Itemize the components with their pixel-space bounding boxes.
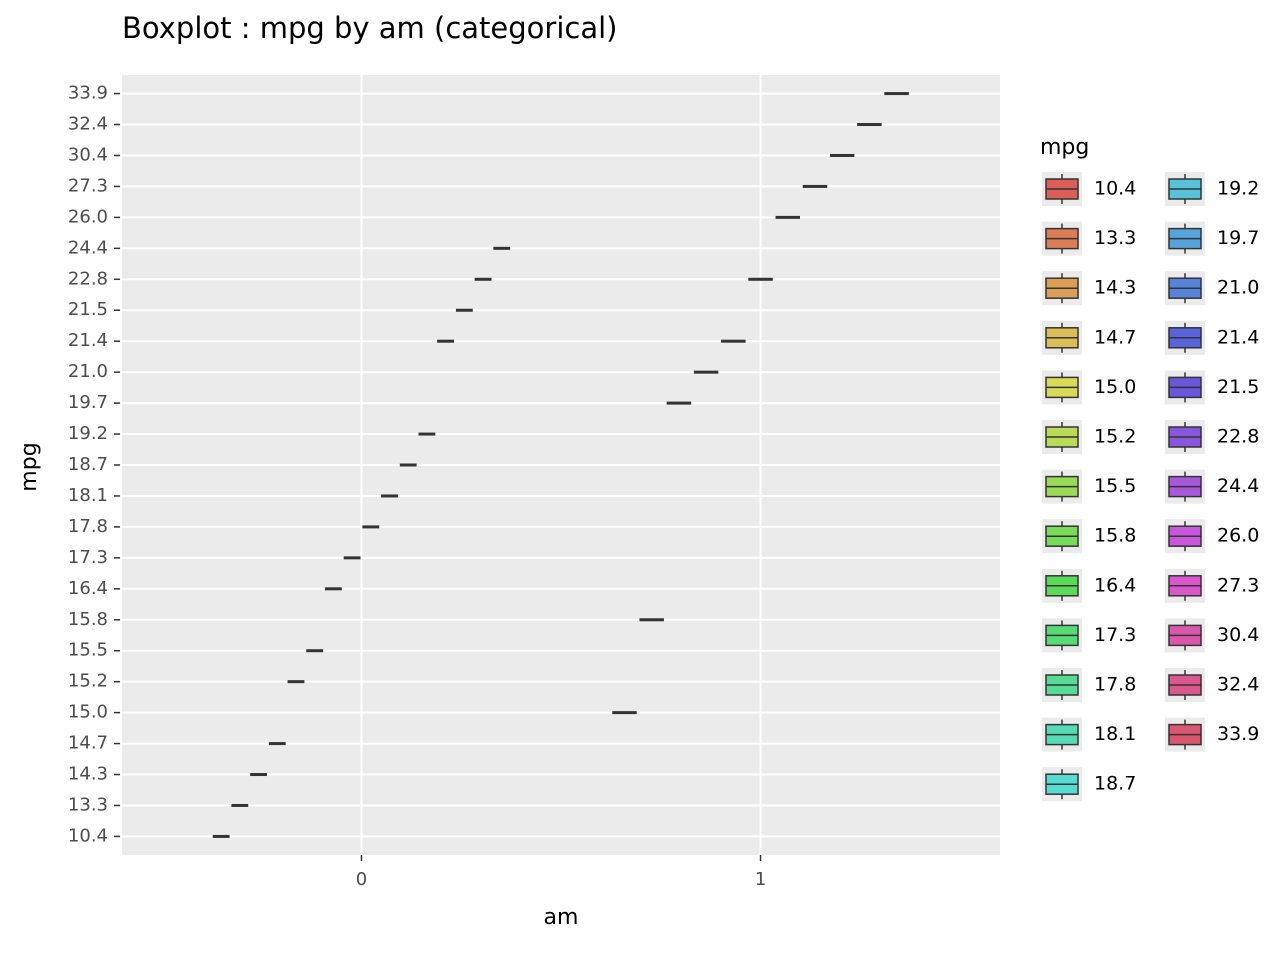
box xyxy=(324,587,342,591)
y-tick-label: 18.7 xyxy=(68,454,108,475)
legend-label: 14.3 xyxy=(1094,277,1136,299)
box xyxy=(693,370,719,374)
legend-label: 18.7 xyxy=(1094,773,1136,795)
legend-label: 10.4 xyxy=(1094,178,1136,200)
legend-label: 15.2 xyxy=(1094,426,1136,448)
box xyxy=(829,153,855,157)
box xyxy=(362,525,380,529)
box xyxy=(306,649,324,653)
legend-label: 19.2 xyxy=(1217,178,1259,200)
legend-label: 21.0 xyxy=(1217,277,1259,299)
y-tick-label: 19.2 xyxy=(68,423,108,444)
y-tick-label: 27.3 xyxy=(68,175,108,196)
x-axis-label: am xyxy=(544,905,579,930)
box xyxy=(343,556,361,560)
y-tick-label: 15.5 xyxy=(68,640,108,661)
legend-label: 17.8 xyxy=(1094,674,1136,696)
y-tick-label: 15.0 xyxy=(68,702,108,723)
legend-label: 19.7 xyxy=(1217,227,1259,249)
box xyxy=(748,277,773,281)
x-tick-label: 1 xyxy=(755,869,766,890)
box xyxy=(437,339,455,343)
y-tick-label: 19.7 xyxy=(68,392,108,413)
box xyxy=(212,834,230,838)
chart-title: Boxplot : mpg by am (categorical) xyxy=(122,11,617,45)
y-tick-label: 10.4 xyxy=(68,825,108,846)
box xyxy=(721,339,746,343)
y-tick-label: 16.4 xyxy=(68,578,108,599)
box xyxy=(857,123,882,127)
legend-label: 13.3 xyxy=(1094,227,1136,249)
box xyxy=(455,308,473,312)
box xyxy=(418,432,436,436)
y-tick-label: 21.0 xyxy=(68,361,108,382)
legend-label: 14.7 xyxy=(1094,326,1136,348)
legend-label: 22.8 xyxy=(1217,426,1259,448)
legend-label: 15.0 xyxy=(1094,376,1136,398)
legend-label: 15.5 xyxy=(1094,475,1136,497)
box xyxy=(612,711,637,715)
y-tick-label: 30.4 xyxy=(68,144,108,165)
y-tick-label: 14.3 xyxy=(68,764,108,785)
legend-label: 26.0 xyxy=(1217,525,1259,547)
box xyxy=(666,401,692,405)
y-tick-label: 24.4 xyxy=(68,237,108,258)
y-tick-label: 26.0 xyxy=(68,206,108,227)
legend-label: 24.4 xyxy=(1217,475,1259,497)
box xyxy=(775,215,801,219)
legend-label: 33.9 xyxy=(1217,723,1259,745)
box xyxy=(268,742,286,746)
y-tick-label: 17.8 xyxy=(68,516,108,537)
y-tick-label: 14.7 xyxy=(68,733,108,754)
box xyxy=(399,463,417,467)
y-tick-label: 21.4 xyxy=(68,330,108,351)
box xyxy=(381,494,398,498)
y-tick-label: 22.8 xyxy=(68,268,108,289)
x-tick-label: 0 xyxy=(356,869,367,890)
legend-label: 17.3 xyxy=(1094,624,1136,646)
box xyxy=(802,184,828,188)
legend-label: 32.4 xyxy=(1217,674,1259,696)
legend-label: 15.8 xyxy=(1094,525,1136,547)
box xyxy=(231,803,249,807)
y-axis-label: mpg xyxy=(17,442,42,491)
y-tick-label: 15.8 xyxy=(68,609,108,630)
box xyxy=(884,92,909,96)
legend-label: 27.3 xyxy=(1217,574,1259,596)
legend-label: 21.4 xyxy=(1217,326,1259,348)
legend-label: 16.4 xyxy=(1094,574,1136,596)
box xyxy=(639,618,664,622)
y-tick-label: 15.2 xyxy=(68,671,108,692)
box xyxy=(474,277,492,281)
y-tick-label: 32.4 xyxy=(68,114,108,135)
y-tick-label: 17.3 xyxy=(68,547,108,568)
box xyxy=(493,246,511,250)
legend-label: 30.4 xyxy=(1217,624,1259,646)
y-tick-label: 18.1 xyxy=(68,485,108,506)
y-tick-label: 13.3 xyxy=(68,794,108,815)
legend-label: 21.5 xyxy=(1217,376,1259,398)
legend-title: mpg xyxy=(1040,135,1089,160)
box xyxy=(287,680,305,684)
y-tick-label: 21.5 xyxy=(68,299,108,320)
legend-label: 18.1 xyxy=(1094,723,1136,745)
y-tick-label: 33.9 xyxy=(68,83,108,104)
box xyxy=(250,773,267,777)
